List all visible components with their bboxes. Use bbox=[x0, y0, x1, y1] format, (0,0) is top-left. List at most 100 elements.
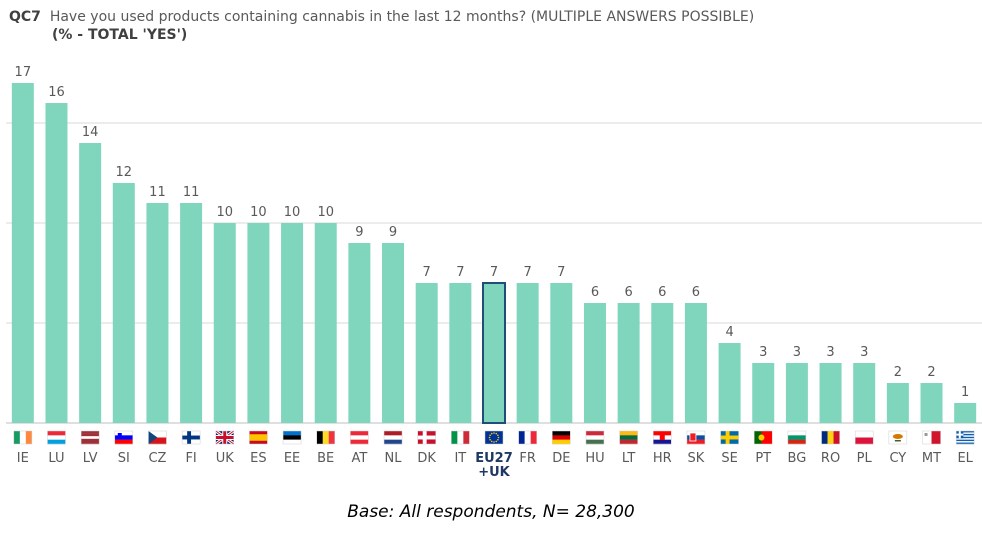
bar bbox=[819, 363, 842, 423]
bar bbox=[785, 363, 808, 423]
bar bbox=[146, 203, 169, 423]
category-label: BG bbox=[788, 451, 807, 466]
category-label: EL bbox=[957, 451, 973, 466]
data-label: 9 bbox=[355, 225, 363, 240]
category-label: LT bbox=[622, 451, 635, 466]
flag-si-icon bbox=[114, 430, 134, 445]
bar bbox=[415, 283, 438, 423]
data-label: 4 bbox=[725, 325, 733, 340]
data-label: 11 bbox=[183, 185, 200, 200]
flag-ie-icon bbox=[13, 430, 33, 445]
flag-uk-icon bbox=[214, 429, 235, 446]
flag-nl-icon bbox=[383, 430, 403, 445]
data-label: 7 bbox=[557, 265, 565, 280]
data-label: 11 bbox=[149, 185, 166, 200]
category-label: FR bbox=[519, 451, 536, 466]
category-label: UK bbox=[216, 451, 235, 466]
bar bbox=[954, 403, 977, 423]
category-label: CZ bbox=[148, 451, 166, 466]
bar bbox=[853, 363, 876, 423]
category-label: HU bbox=[585, 451, 604, 466]
category-label: NL bbox=[385, 451, 403, 466]
category-label: FI bbox=[185, 451, 196, 466]
data-label: 9 bbox=[389, 225, 397, 240]
category-label: LV bbox=[83, 451, 98, 466]
category-label: MT bbox=[922, 451, 941, 466]
data-label: 7 bbox=[456, 265, 464, 280]
bar bbox=[449, 283, 472, 423]
category-label: SK bbox=[688, 451, 705, 466]
data-label: 2 bbox=[894, 365, 902, 380]
flag-lv-icon bbox=[80, 430, 100, 445]
flag-es-icon bbox=[249, 430, 268, 445]
category-label: SI bbox=[118, 451, 130, 466]
bar bbox=[45, 103, 68, 423]
flag-fr-icon bbox=[518, 430, 537, 445]
data-label: 3 bbox=[759, 345, 767, 360]
category-label: AT bbox=[351, 451, 367, 466]
chart-subtitle: (% - TOTAL 'YES') bbox=[52, 27, 188, 43]
data-label: 2 bbox=[927, 365, 935, 380]
data-label: 7 bbox=[423, 265, 431, 280]
category-label: RO bbox=[821, 451, 840, 466]
data-label: 12 bbox=[116, 165, 133, 180]
flag-hr-icon bbox=[653, 430, 672, 445]
bar-chart: 17IE16LU14LV12SI11CZ11FI10UK10ES10EE10BE… bbox=[6, 65, 982, 480]
data-label: 3 bbox=[793, 345, 801, 360]
flag-lu-icon bbox=[47, 430, 66, 445]
category-label: HR bbox=[653, 451, 672, 466]
data-label: 7 bbox=[490, 265, 498, 280]
data-label: 10 bbox=[284, 205, 301, 220]
category-label: DE bbox=[552, 451, 570, 466]
bar bbox=[112, 183, 135, 423]
category-label: LU bbox=[48, 451, 64, 466]
flag-be-icon bbox=[316, 430, 335, 445]
flag-eu-icon bbox=[484, 430, 504, 445]
flag-de-icon bbox=[552, 430, 571, 445]
data-label: 3 bbox=[860, 345, 868, 360]
bar bbox=[314, 223, 337, 423]
bar bbox=[684, 303, 707, 423]
flag-el-icon bbox=[955, 430, 975, 445]
category-label: +UK bbox=[478, 465, 510, 480]
category-label: PL bbox=[857, 451, 873, 466]
data-label: 16 bbox=[48, 85, 65, 100]
data-label: 6 bbox=[624, 285, 632, 300]
flag-at-icon bbox=[350, 430, 369, 445]
chart-header: QC7 Have you used products containing ca… bbox=[9, 7, 754, 27]
bar bbox=[11, 83, 34, 423]
category-label: IT bbox=[454, 451, 466, 466]
flag-cz-icon bbox=[148, 430, 167, 445]
bar bbox=[79, 143, 102, 423]
flag-hu-icon bbox=[585, 430, 605, 445]
bar bbox=[213, 223, 236, 423]
category-label: ES bbox=[250, 451, 266, 466]
bar bbox=[281, 223, 304, 423]
category-label: DK bbox=[417, 451, 436, 466]
flag-ee-icon bbox=[282, 430, 302, 445]
bar bbox=[550, 283, 573, 423]
flag-cy-icon bbox=[888, 430, 908, 445]
data-label: 6 bbox=[658, 285, 666, 300]
data-label: 6 bbox=[692, 285, 700, 300]
bar bbox=[348, 243, 371, 423]
data-label: 10 bbox=[250, 205, 267, 220]
flag-sk-icon bbox=[686, 430, 706, 445]
bar bbox=[920, 383, 943, 423]
bar bbox=[180, 203, 203, 423]
category-label: CY bbox=[889, 451, 906, 466]
category-label: PT bbox=[755, 451, 771, 466]
data-label: 7 bbox=[524, 265, 532, 280]
bar-highlight bbox=[482, 282, 506, 424]
flag-se-icon bbox=[720, 430, 739, 445]
bar bbox=[617, 303, 640, 423]
data-label: 6 bbox=[591, 285, 599, 300]
bar bbox=[752, 363, 775, 423]
category-label: SE bbox=[721, 451, 737, 466]
bar bbox=[718, 343, 741, 423]
data-label: 14 bbox=[82, 125, 99, 140]
category-label: EE bbox=[284, 451, 300, 466]
category-label: IE bbox=[17, 451, 29, 466]
data-label: 10 bbox=[216, 205, 233, 220]
flag-fi-icon bbox=[181, 430, 201, 445]
